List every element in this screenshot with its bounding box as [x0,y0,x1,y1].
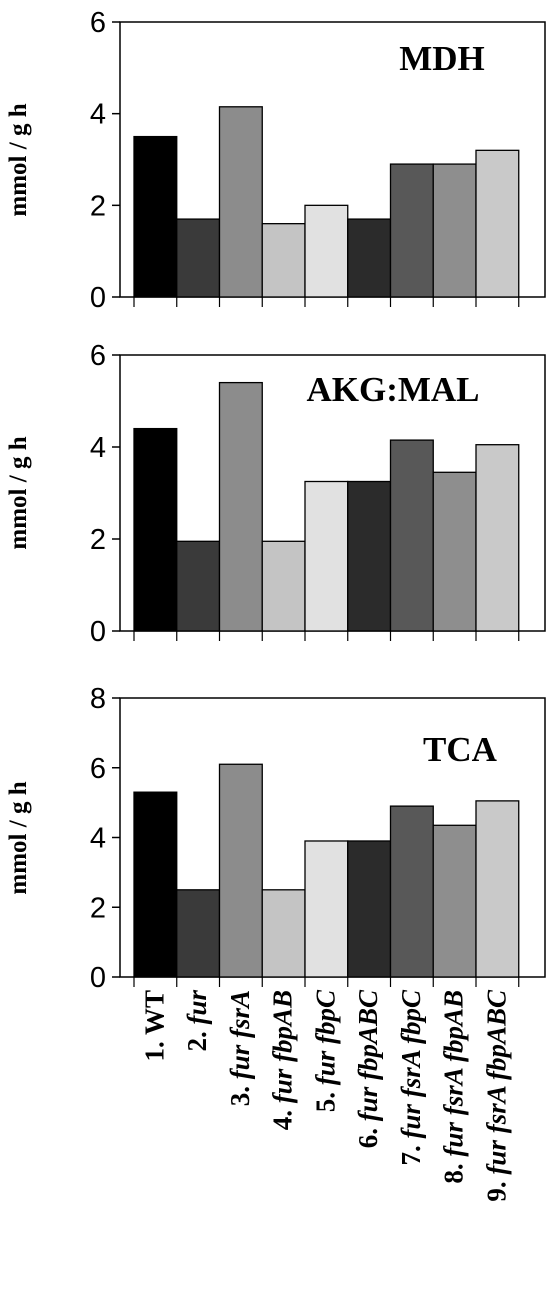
akg-mal-panel: 0 2 4 6 AKG:MAL mmol / g h [5,340,546,648]
bar-2-fur [176,540,221,632]
y-tick-label: 0 [90,282,106,314]
y-tick-label: 8 [90,683,106,715]
category-label: 6. fur fbpABC [353,989,383,1148]
y-tick-label: 0 [90,962,106,994]
y-axis-label: mmol / g h [5,781,32,894]
bar-4-fur-fbpab [261,223,306,298]
y-axis-label: mmol / g h [5,436,32,549]
bar-5-fur-fbpc [304,480,349,632]
y-tick-label: 6 [90,340,106,372]
category-label: 7. fur fsrA fbpC [396,989,426,1166]
panel-title: MDH [399,39,485,78]
bar-5-fur-fbpc [304,204,349,298]
y-tick-label: 0 [90,616,106,648]
y-tick-label: 2 [90,190,106,222]
y-tick-label: 2 [90,892,106,924]
bar-3-fur-fsra [218,763,263,978]
mdh-panel: 0 2 4 6 MDH mmol / g h [5,7,546,314]
y-tick-label: 4 [90,432,106,464]
bar-7-fur-fsra-fbpc [389,805,434,978]
bar-6-fur-fbpabc [347,218,392,298]
bar-8-fur-fsra-fbpab [432,163,477,298]
bar-7-fur-fsra-fbpc [389,439,434,632]
bar-1-wt [133,135,178,298]
category-label: 8. fur fsrA fbpAB [439,990,469,1184]
bar-6-fur-fbpabc [347,480,392,632]
bar-8-fur-fsra-fbpab [432,471,477,632]
bar-3-fur-fsra [218,106,263,298]
category-label: 3. fur fsrA [225,990,255,1106]
category-label: 2. fur [182,990,212,1052]
y-tick-label: 6 [90,753,106,785]
bar-4-fur-fbpab [261,540,306,632]
bar-6-fur-fbpabc [347,840,392,978]
category-labels: 1. WT 2. fur 3. fur fsrA 4. fur fbpAB 5. fur… [139,989,511,1202]
bar-3-fur-fsra [218,381,263,632]
bar-2-fur [176,218,221,298]
tca-panel: 0 2 4 6 8 TCA mmol / g h [5,683,546,994]
category-label: 9. fur fsrA fbpABC [481,989,511,1202]
bar-1-wt [133,427,178,632]
y-tick-label: 6 [90,7,106,39]
category-label: 1. WT [139,990,169,1062]
bar-7-fur-fsra-fbpc [389,163,434,298]
bar-9-fur-fsra-fbpabc [475,800,520,978]
y-axis-label: mmol / g h [5,103,32,216]
category-label: 5. fur fbpC [310,989,340,1112]
bar-9-fur-fsra-fbpabc [475,444,520,632]
bar-4-fur-fbpab [261,889,306,978]
bar-9-fur-fsra-fbpabc [475,149,520,298]
y-tick-label: 4 [90,99,106,131]
y-tick-label: 2 [90,524,106,556]
panel-title: TCA [423,730,498,769]
bar-8-fur-fsra-fbpab [432,824,477,978]
panel-title: AKG:MAL [306,370,479,409]
category-label: 4. fur fbpAB [268,990,298,1130]
bar-2-fur [176,889,221,978]
bar-1-wt [133,791,178,978]
bar-5-fur-fbpc [304,840,349,978]
y-tick-label: 4 [90,823,106,855]
